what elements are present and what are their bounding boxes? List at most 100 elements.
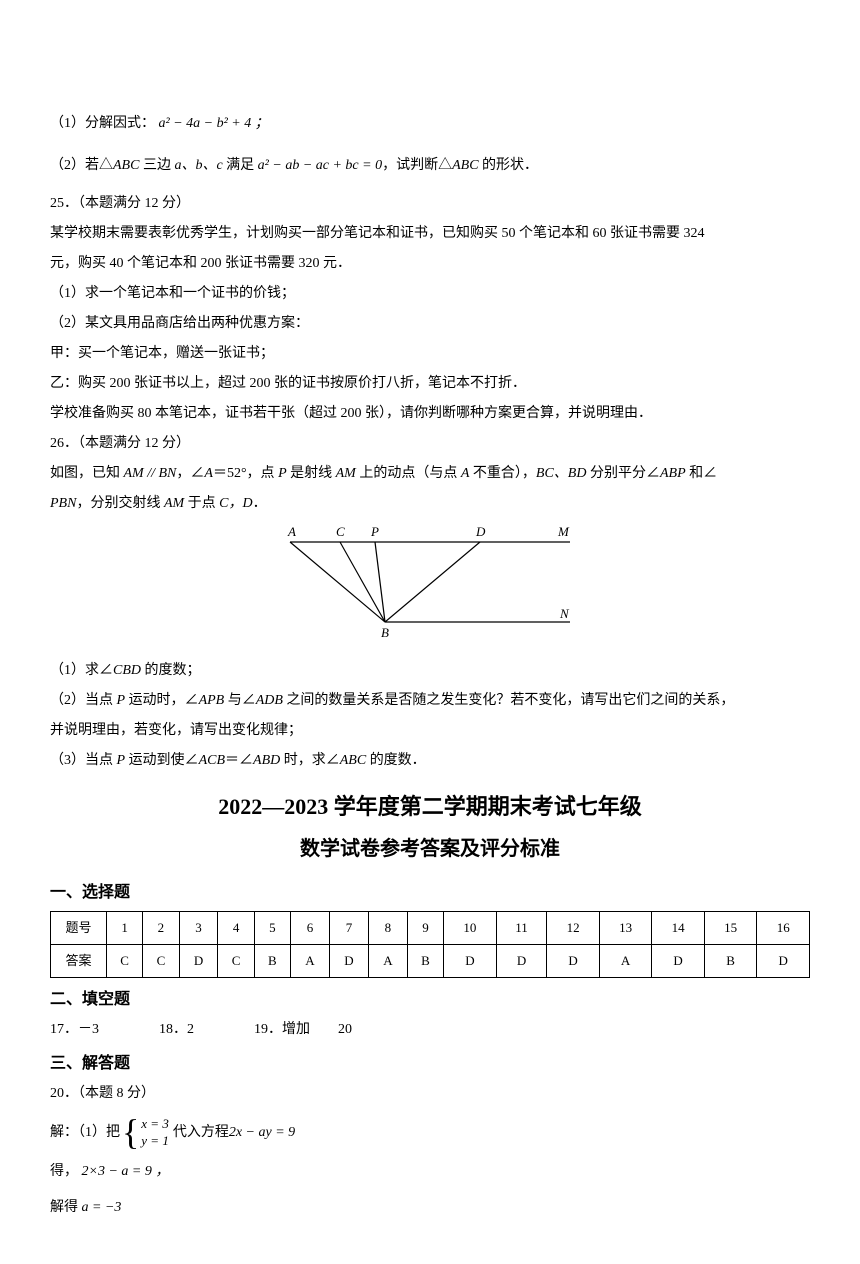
t: 得， bbox=[50, 1164, 78, 1179]
table-row-ans: 答案 C C D C B A D A B D D D A D B D bbox=[51, 945, 810, 978]
q25-head: 25．（本题满分 12 分） bbox=[50, 190, 810, 218]
cell: C bbox=[143, 945, 179, 978]
label-p: P bbox=[370, 524, 379, 539]
cases: x = 3 y = 1 bbox=[141, 1116, 169, 1150]
t: C，D bbox=[219, 496, 252, 511]
q24-part1: （1）分解因式： a² − 4a − b² + 4 ； bbox=[50, 110, 810, 138]
q20-line2: 得， 2×3 − a = 9 ， bbox=[50, 1158, 810, 1186]
label-b: B bbox=[381, 625, 389, 640]
t: （3）当点 bbox=[50, 753, 117, 768]
t: 的度数． bbox=[366, 753, 426, 768]
t: （2）当点 bbox=[50, 693, 117, 708]
t: ． bbox=[253, 496, 267, 511]
cell: D bbox=[757, 945, 810, 978]
cell: 16 bbox=[757, 912, 810, 945]
cell: C bbox=[107, 945, 143, 978]
cell: D bbox=[179, 945, 218, 978]
answer-table: 题号 1 2 3 4 5 6 7 8 9 10 11 12 13 14 15 1… bbox=[50, 911, 810, 978]
q20-head: 20．（本题 8 分） bbox=[50, 1080, 810, 1108]
t: 三边 bbox=[139, 158, 174, 173]
section-1-head: 一、选择题 bbox=[50, 877, 810, 909]
t: 之间的数量关系是否随之发生变化？若不变化，请写出它们之间的关系， bbox=[283, 693, 735, 708]
t: P bbox=[117, 753, 126, 768]
t: 运动到使∠ bbox=[125, 753, 199, 768]
answer-title-1: 2022—2023 学年度第二学期期末考试七年级 bbox=[50, 785, 810, 829]
t: （1）求∠ bbox=[50, 663, 113, 678]
t: AM bbox=[336, 466, 356, 481]
t: ABD bbox=[253, 753, 280, 768]
t: ＝52°，点 bbox=[213, 466, 278, 481]
t: ACB bbox=[199, 753, 225, 768]
cell: D bbox=[444, 945, 497, 978]
hdr-num: 题号 bbox=[51, 912, 107, 945]
cell: 6 bbox=[291, 912, 330, 945]
cell: 13 bbox=[599, 912, 652, 945]
t: 不重合）， bbox=[469, 466, 536, 481]
geometry-diagram: A C P D M B N bbox=[270, 522, 590, 642]
cell: 15 bbox=[704, 912, 757, 945]
cell: 9 bbox=[407, 912, 443, 945]
cell: D bbox=[652, 945, 705, 978]
cell: B bbox=[407, 945, 443, 978]
q26-head: 26．（本题满分 12 分） bbox=[50, 430, 810, 458]
t: ABP bbox=[660, 466, 686, 481]
q24-1-expr: a² − 4a − b² + 4 ； bbox=[159, 116, 269, 131]
brace-icon: { bbox=[122, 1118, 139, 1147]
t: 的形状． bbox=[479, 158, 539, 173]
t: A bbox=[204, 466, 213, 481]
q24-1-text: （1）分解因式： bbox=[50, 116, 155, 131]
t: 上的动点（与点 bbox=[356, 466, 461, 481]
fill-19: 19．增加 20 bbox=[254, 1016, 352, 1044]
t: 满足 bbox=[223, 158, 258, 173]
q25-l7: 学校准备购买 80 本笔记本，证书若干张（超过 200 张），请你判断哪种方案更… bbox=[50, 400, 810, 428]
cell: 5 bbox=[254, 912, 290, 945]
label-m: M bbox=[557, 524, 570, 539]
cell: B bbox=[704, 945, 757, 978]
t: 运动时，∠ bbox=[125, 693, 199, 708]
t: 时，求∠ bbox=[280, 753, 340, 768]
t: P bbox=[278, 466, 287, 481]
label-n: N bbox=[559, 606, 570, 621]
t: ，分别交射线 bbox=[76, 496, 164, 511]
t: a、b、c bbox=[174, 158, 222, 173]
q25-l6: 乙：购买 200 张证书以上，超过 200 张的证书按原价打八折，笔记本不打折． bbox=[50, 370, 810, 398]
t: ，∠ bbox=[176, 466, 204, 481]
q20-line3: 解得 a = −3 bbox=[50, 1194, 810, 1222]
cell: D bbox=[329, 945, 368, 978]
hdr-ans: 答案 bbox=[51, 945, 107, 978]
cell: 11 bbox=[496, 912, 547, 945]
q26-s1: （1）求∠CBD 的度数； bbox=[50, 657, 810, 685]
fill-18: 18．2 bbox=[159, 1016, 194, 1044]
cell: 3 bbox=[179, 912, 218, 945]
cell: A bbox=[368, 945, 407, 978]
t: PBN bbox=[50, 496, 76, 511]
section-3-head: 三、解答题 bbox=[50, 1048, 810, 1080]
q26-s3: （3）当点 P 运动到使∠ACB＝∠ABD 时，求∠ABC 的度数． bbox=[50, 747, 810, 775]
cell: D bbox=[496, 945, 547, 978]
cell: D bbox=[547, 945, 600, 978]
cell: 10 bbox=[444, 912, 497, 945]
q25-l2: 元，购买 40 个笔记本和 200 张证书需要 320 元． bbox=[50, 250, 810, 278]
cell: 8 bbox=[368, 912, 407, 945]
fill-row: 17．－3 18．2 19．增加 20 bbox=[50, 1016, 810, 1044]
t: ADB bbox=[256, 693, 283, 708]
q24-2-expr: a² − ab − ac + bc = 0 bbox=[258, 158, 382, 173]
q25-l4: （2）某文具用品商店给出两种优惠方案： bbox=[50, 310, 810, 338]
cell: 7 bbox=[329, 912, 368, 945]
case-1: x = 3 bbox=[141, 1116, 169, 1133]
case-2: y = 1 bbox=[141, 1133, 169, 1150]
t: AM bbox=[164, 496, 184, 511]
t: CBD bbox=[113, 663, 141, 678]
cell: A bbox=[599, 945, 652, 978]
cell: 2 bbox=[143, 912, 179, 945]
t: AM // BN bbox=[124, 466, 177, 481]
t: 解：（1）把 bbox=[50, 1119, 120, 1147]
label-d: D bbox=[475, 524, 486, 539]
t: 代入方程 bbox=[173, 1119, 229, 1147]
q26-s2b: 并说明理由，若变化，请写出变化规律； bbox=[50, 717, 810, 745]
cell: 14 bbox=[652, 912, 705, 945]
t: ABC bbox=[113, 158, 139, 173]
t: 如图，已知 bbox=[50, 466, 124, 481]
t: ＝∠ bbox=[225, 753, 253, 768]
t: 于点 bbox=[184, 496, 219, 511]
